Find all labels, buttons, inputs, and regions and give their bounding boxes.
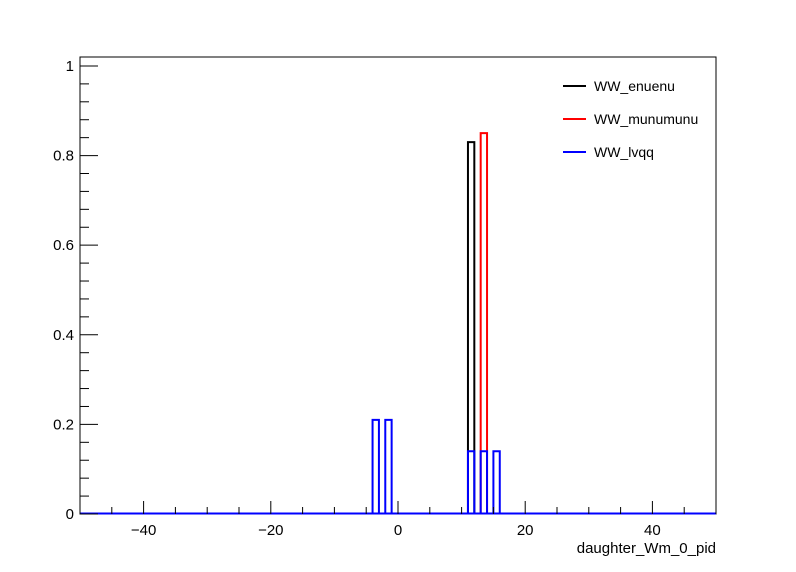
x-tick-label: 0 [394,522,402,539]
histogram-bar [492,450,501,514]
x-tick-label: 20 [517,522,534,539]
series-2 [80,418,716,515]
y-tick-label: 0.4 [53,327,74,344]
histogram-bar [371,418,380,514]
series-0 [80,141,716,515]
y-tick-label: 0 [66,506,74,523]
legend-label: WW_munumunu [594,111,698,127]
y-tick-label: 0.6 [53,237,74,254]
histogram-bar [384,418,393,514]
histogram-bar [479,132,489,514]
axis-layer: −40 −20 0 20 40 0 0.2 0.4 0.6 0.8 1 [53,58,717,539]
histogram-bar [466,141,476,514]
legend-label: WW_lvqq [594,144,654,160]
x-tick-label: −40 [131,522,156,539]
histogram-bar [466,450,476,514]
legend-label: WW_enuenu [594,78,675,94]
histogram-bar [479,450,489,514]
legend: WW_enuenu WW_munumunu WW_lvqq [563,78,698,160]
x-tick-label: 40 [644,522,661,539]
x-tick-label: −20 [258,522,283,539]
series-layer [80,132,716,515]
y-tick-label: 1 [66,58,74,75]
y-tick-label: 0.2 [53,416,74,433]
x-axis-title: daughter_Wm_0_pid [577,540,716,557]
y-tick-label: 0.8 [53,148,74,165]
series-1 [80,132,716,515]
